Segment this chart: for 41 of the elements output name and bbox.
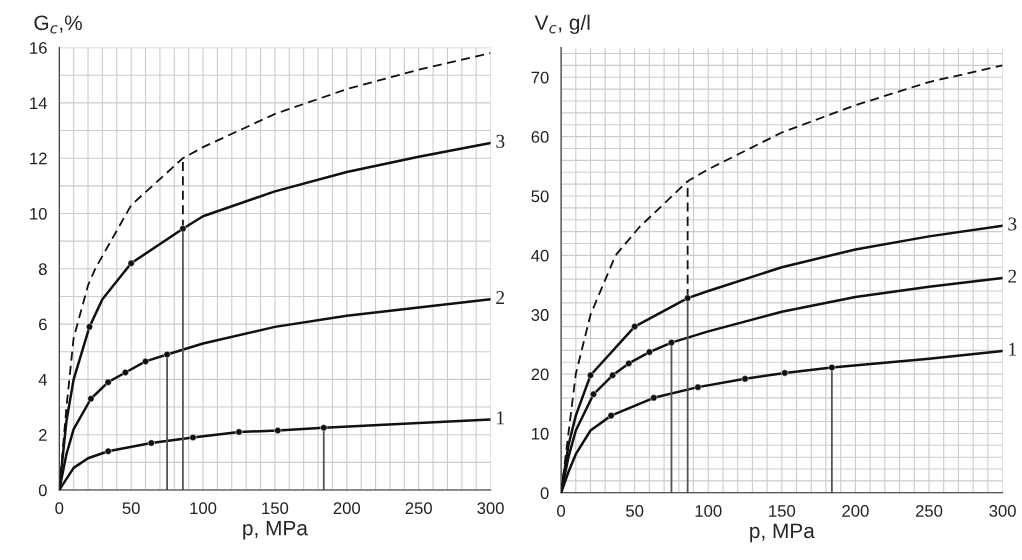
x-tick-label: 200 xyxy=(842,505,869,517)
x-tick-label: 300 xyxy=(989,505,1016,517)
x-tick-label: 250 xyxy=(915,505,943,517)
x-tick-label: 150 xyxy=(262,502,289,515)
series-label: 3 xyxy=(496,134,505,148)
y-tick-label: 12 xyxy=(30,152,47,165)
y-tick-label: 20 xyxy=(531,368,549,381)
series-label: 2 xyxy=(496,291,505,304)
x-tick-label: 0 xyxy=(55,502,64,515)
x-tick-label: 200 xyxy=(333,502,361,515)
series-label: 3 xyxy=(1008,217,1017,231)
y-tick-label: 10 xyxy=(30,207,47,220)
x-tick-label: 300 xyxy=(477,502,504,515)
y-tick-label: 4 xyxy=(38,373,47,386)
y-tick-label: 0 xyxy=(540,487,549,499)
x-tick-label: 250 xyxy=(405,502,432,515)
y-tick-label: 16 xyxy=(30,42,47,54)
series-label: 1 xyxy=(497,411,504,425)
y-tick-label: 0 xyxy=(38,484,47,497)
x-axis-title: p, MPa xyxy=(243,520,308,540)
y-tick-label: 40 xyxy=(531,249,549,262)
x-tick-label: 50 xyxy=(122,502,140,515)
x-tick-label: 50 xyxy=(626,505,644,517)
y-axis-title: V$_{c}$, g/l xyxy=(534,14,590,35)
y-tick-label: 8 xyxy=(38,263,47,275)
y-tick-label: 30 xyxy=(531,309,549,321)
y-tick-label: 70 xyxy=(531,71,549,84)
x-axis-title: p, MPa xyxy=(750,523,815,543)
x-tick-label: 100 xyxy=(190,502,217,515)
y-tick-label: 50 xyxy=(531,190,549,203)
y-tick-label: 2 xyxy=(39,429,47,441)
y-tick-label: 14 xyxy=(30,97,47,109)
y-axis-title: G$_{c}$,% xyxy=(34,15,82,34)
y-tick-label: 6 xyxy=(39,318,47,331)
x-tick-label: 0 xyxy=(557,505,566,517)
series-label: 2 xyxy=(1008,269,1017,283)
y-tick-label: 10 xyxy=(532,427,549,440)
x-tick-label: 150 xyxy=(769,505,796,517)
x-tick-label: 100 xyxy=(695,505,722,517)
y-tick-label: 60 xyxy=(531,131,549,143)
series-label: 1 xyxy=(1009,342,1016,356)
